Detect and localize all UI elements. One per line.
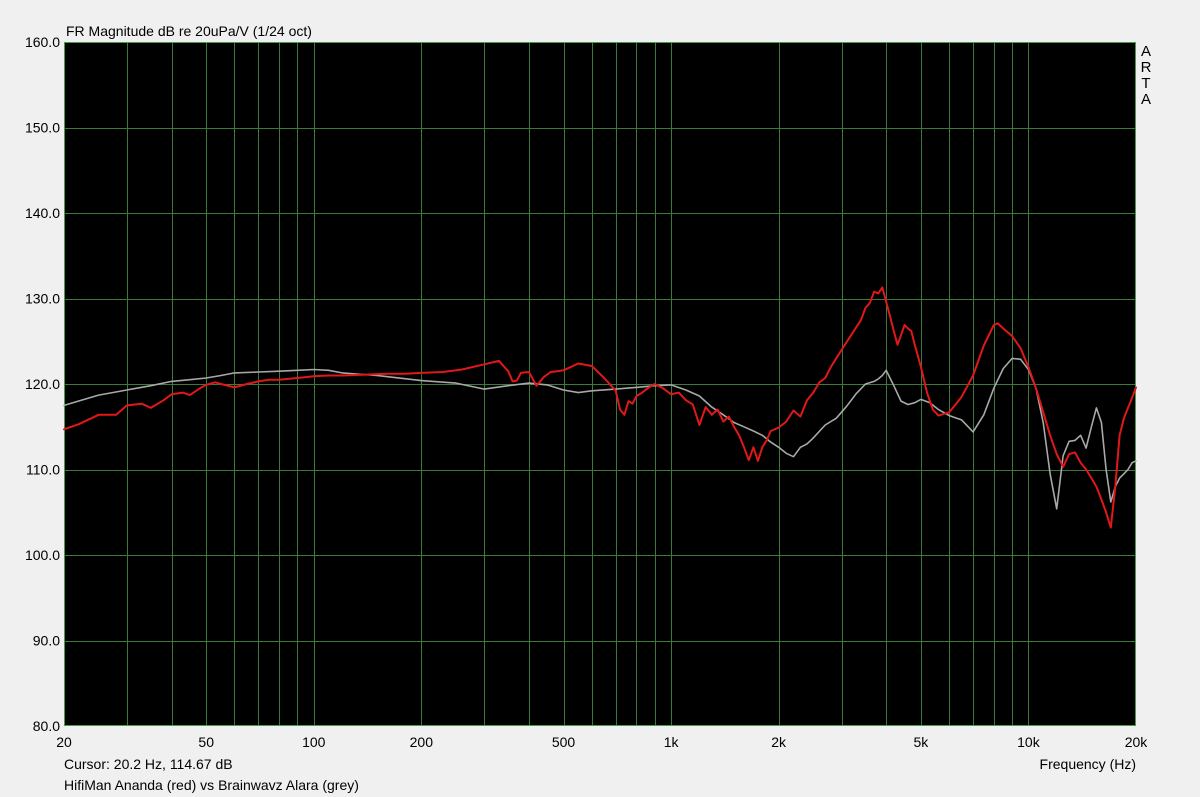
- x-tick-label: 10k: [1017, 734, 1041, 750]
- x-tick-label: 1k: [664, 734, 680, 750]
- legend-note: HifiMan Ananda (red) vs Brainwavz Alara …: [64, 777, 359, 793]
- x-axis-label: Frequency (Hz): [1040, 756, 1136, 772]
- y-tick-label: 150.0: [25, 120, 60, 136]
- y-tick-label: 100.0: [25, 547, 60, 563]
- x-tick-label: 5k: [913, 734, 929, 750]
- x-tick-label: 200: [410, 734, 434, 750]
- brand-letter: R: [1141, 59, 1152, 76]
- x-tick-label: 50: [198, 734, 214, 750]
- x-tick-label: 20k: [1125, 734, 1149, 750]
- grid: [64, 42, 1136, 726]
- series-line: [63, 286, 1137, 529]
- y-tick-label: 90.0: [33, 633, 60, 649]
- y-tick-label: 80.0: [33, 718, 60, 734]
- y-tick-label: 130.0: [25, 291, 60, 307]
- x-axis-ticks: 20 50 100 200 500 1k 2k 5k 10k 20k: [56, 734, 1148, 750]
- y-axis-ticks: 80.0 90.0 100.0 110.0 120.0 130.0 140.0 150.0 16…: [25, 34, 60, 734]
- cursor-readout: Cursor: 20.2 Hz, 114.67 dB: [64, 756, 233, 772]
- series-layer: [63, 286, 1137, 529]
- y-tick-label: 140.0: [25, 205, 60, 221]
- x-tick-label: 100: [302, 734, 326, 750]
- plot-frame: [64, 42, 1136, 726]
- brand-letter: A: [1141, 43, 1151, 60]
- x-tick-label: 500: [552, 734, 576, 750]
- x-tick-label: 2k: [771, 734, 787, 750]
- brand-letter: A: [1141, 91, 1151, 108]
- brand-letter: T: [1141, 75, 1150, 92]
- x-tick-label: 20: [56, 734, 72, 750]
- y-tick-label: 160.0: [25, 34, 60, 50]
- chart-title: FR Magnitude dB re 20uPa/V (1/24 oct): [66, 23, 312, 39]
- y-tick-label: 110.0: [26, 462, 60, 478]
- y-tick-label: 120.0: [25, 376, 60, 392]
